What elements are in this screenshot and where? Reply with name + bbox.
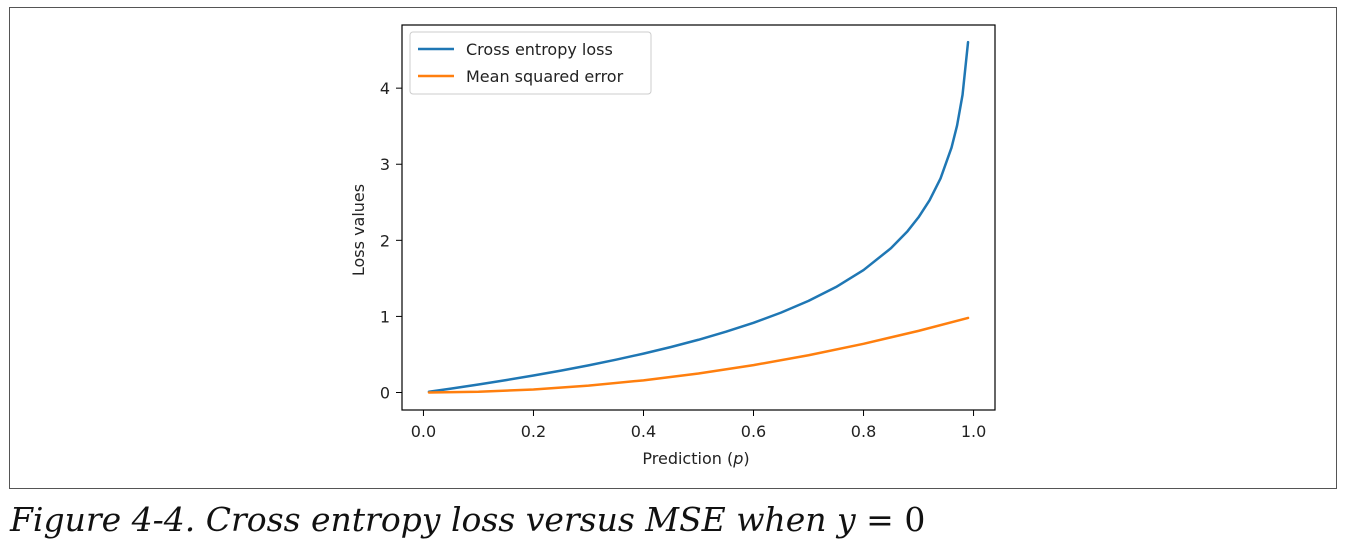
figure-frame xyxy=(9,7,1337,489)
legend-label-cross-entropy: Cross entropy loss xyxy=(466,40,613,59)
x-axis: 0.0 0.2 0.4 0.6 0.8 1.0 xyxy=(411,410,986,441)
plot-area xyxy=(401,24,996,411)
y-tick-label: 4 xyxy=(380,79,390,98)
y-tick-label: 3 xyxy=(380,155,390,174)
y-axis: 0 1 2 3 4 xyxy=(380,79,402,403)
x-tick-label: 0.2 xyxy=(521,422,546,441)
legend-frame xyxy=(409,31,652,95)
figure-caption: Figure 4-4. Cross entropy loss versus MS… xyxy=(10,500,925,539)
caption-equals: = 0 xyxy=(855,500,926,539)
series-line-mse xyxy=(427,316,970,394)
x-tick-label: 1.0 xyxy=(961,422,986,441)
y-tick-label: 1 xyxy=(380,307,390,326)
y-tick-label: 0 xyxy=(380,384,390,403)
y-tick-label: 2 xyxy=(380,231,390,250)
x-tick-label: 0.4 xyxy=(631,422,656,441)
x-tick-label: 0.0 xyxy=(411,422,436,441)
y-axis-label: Loss values xyxy=(349,184,368,276)
x-tick-label: 0.6 xyxy=(741,422,766,441)
series-line-cross-entropy xyxy=(427,40,970,393)
legend-label-mse: Mean squared error xyxy=(466,67,624,86)
series-layer xyxy=(427,40,970,394)
x-axis-label: Prediction (p) xyxy=(642,449,749,468)
legend: Cross entropy loss Mean squared error xyxy=(409,31,652,95)
x-tick-label: 0.8 xyxy=(851,422,876,441)
caption-variable: y xyxy=(837,500,856,539)
caption-text: Figure 4-4. Cross entropy loss versus MS… xyxy=(10,500,838,539)
